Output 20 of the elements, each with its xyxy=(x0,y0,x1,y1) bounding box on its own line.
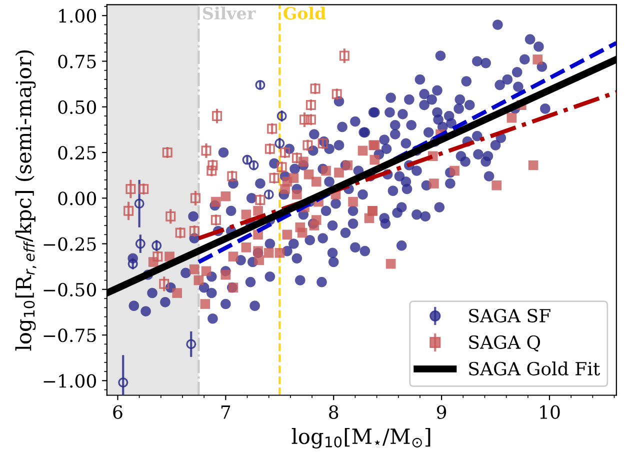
y-axis-title: log$_{10}$[R$_{r,eff}$/kpc] (semi-major) xyxy=(15,50,36,351)
y-tick-label: 0.75 xyxy=(58,54,96,68)
y-tick-label: −0.50 xyxy=(44,282,96,297)
x-axis-title: log$_{10}$[M$_{⋆}$/M$_{⊙}$] xyxy=(292,428,430,448)
x-tick-label: 6 xyxy=(113,405,122,419)
y-tick-label: 0.50 xyxy=(58,100,96,114)
y-tick-label: 1.00 xyxy=(59,9,96,23)
y-tick-label: −0.25 xyxy=(44,237,96,251)
y-tick-label: −1.00 xyxy=(44,374,96,388)
x-tick-label: 10 xyxy=(540,405,560,419)
x-tick-label: 7 xyxy=(221,406,230,419)
ref-line-label: Gold xyxy=(284,6,326,20)
y-tick-label: 0.25 xyxy=(58,146,96,160)
x-tick-label: 9 xyxy=(436,405,446,419)
legend-label: SAGA Q xyxy=(469,335,540,352)
legend-label: SAGA SF xyxy=(469,308,550,322)
x-tick-label: 8 xyxy=(329,405,338,419)
y-tick-label: 0.00 xyxy=(58,192,96,206)
legend-label: SAGA Gold Fit xyxy=(469,362,600,376)
y-tick-label: −0.75 xyxy=(44,328,96,342)
